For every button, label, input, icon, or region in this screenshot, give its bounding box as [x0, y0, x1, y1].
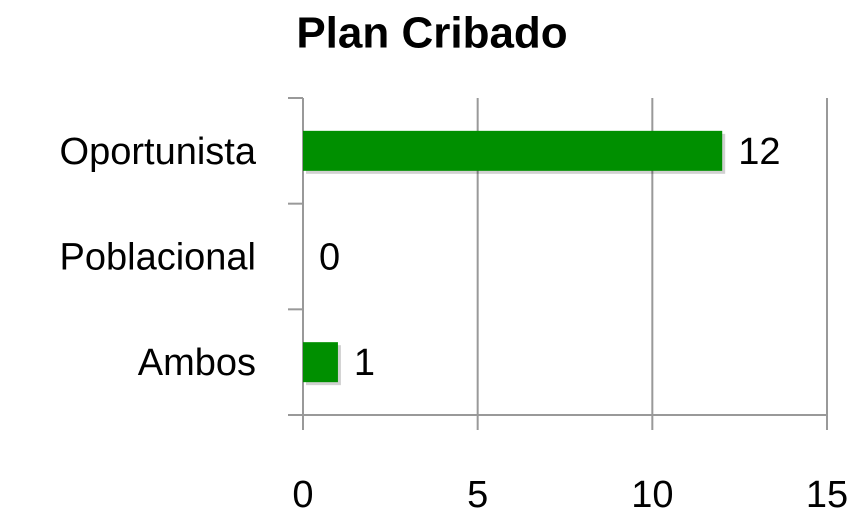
bar	[303, 130, 723, 171]
data-label: 12	[738, 131, 780, 173]
y-tick-label: Oportunista	[60, 131, 257, 173]
x-tick-label: 10	[631, 474, 673, 516]
data-label: 1	[354, 342, 375, 384]
x-tick-label: 0	[292, 474, 313, 516]
y-tick-label: Poblacional	[60, 237, 256, 279]
chart-title: Plan Cribado	[296, 9, 567, 58]
x-tick-label: 5	[467, 474, 488, 516]
data-label: 0	[319, 237, 340, 279]
y-tick-label: Ambos	[138, 342, 256, 384]
bar	[303, 342, 338, 383]
x-tick-label: 15	[806, 474, 848, 516]
